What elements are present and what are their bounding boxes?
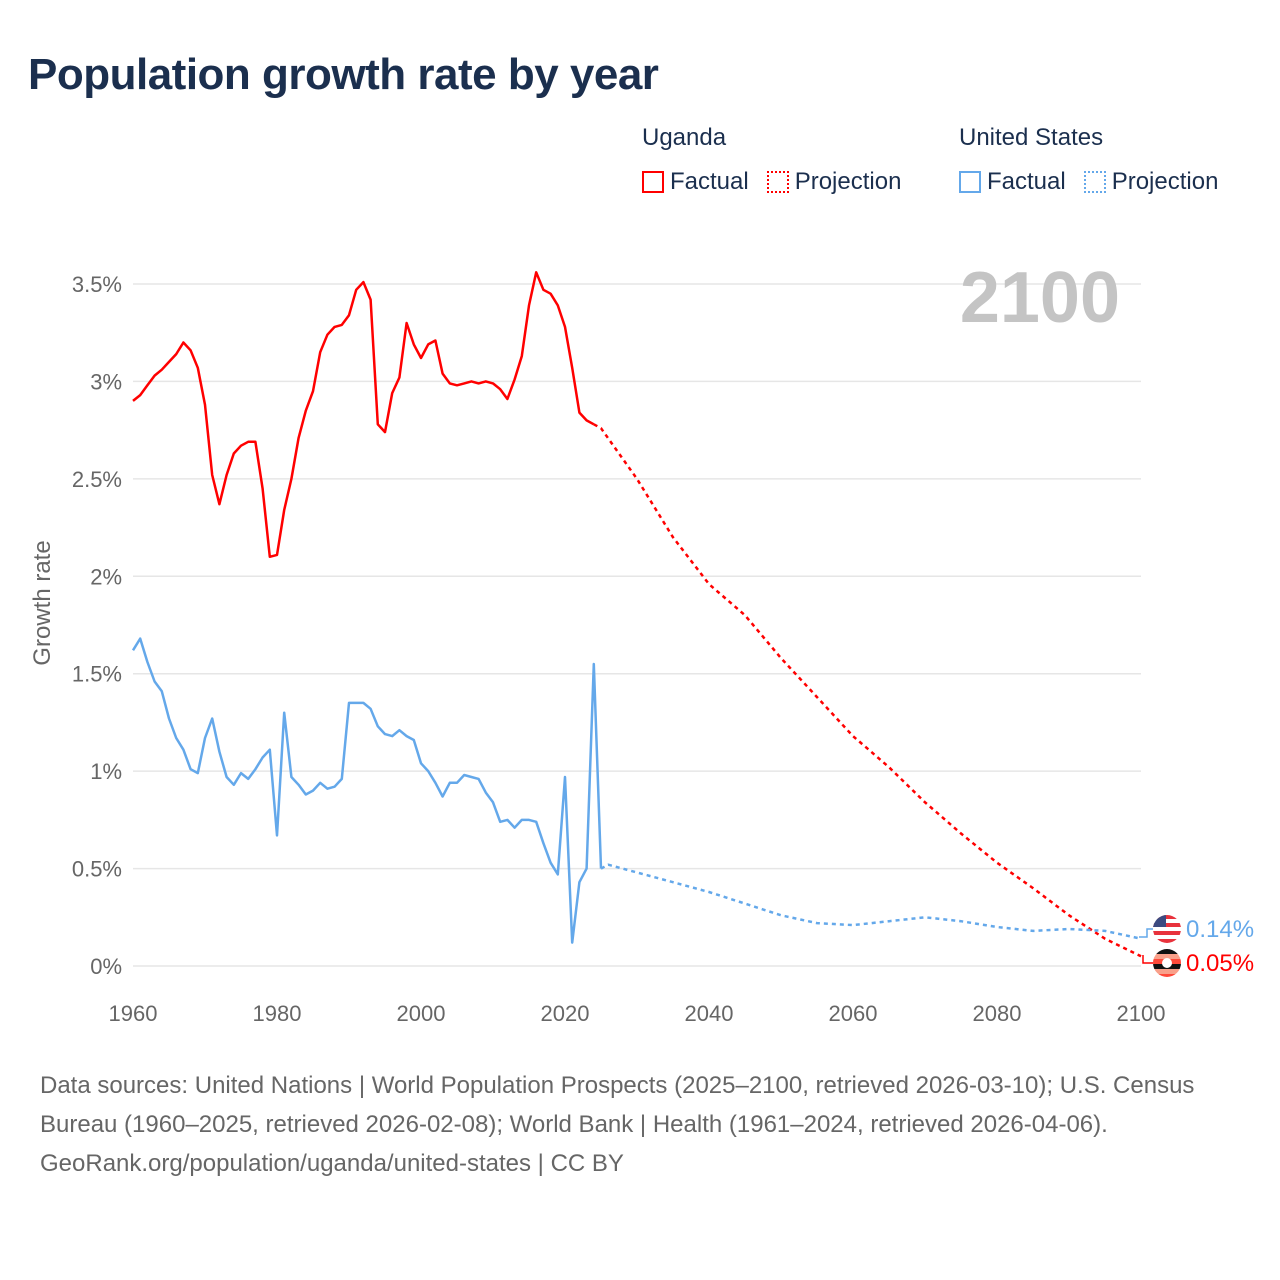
y-tick-label: 1% (90, 759, 122, 784)
series-line-uganda-projection (593, 423, 1142, 958)
legend-swatch (959, 171, 981, 193)
legend-label: Factual (670, 168, 749, 195)
legend-united-states: United States Factual Projection (959, 124, 1218, 196)
legend-group-label: United States (959, 124, 1104, 151)
legend-uganda: Uganda Factual Projection (642, 124, 901, 196)
legend-label: Projection (794, 168, 902, 195)
us-end-label: 0.14% (1186, 916, 1254, 943)
us-flag-icon (1153, 915, 1181, 943)
line-chart: 0% 0.5% 1% 1.5% 2% 2.5% 3% 3.5% 1960 1980 2000 2020… (29, 258, 1254, 1026)
y-tick-label: 3.5% (72, 272, 122, 297)
legend-us-factual[interactable]: Factual (959, 168, 1066, 196)
y-axis-label: Growth rate (29, 540, 56, 665)
y-tick-label: 1.5% (72, 662, 122, 687)
us-connector (1139, 928, 1153, 938)
footer: Data sources: United Nations | World Pop… (40, 1066, 1240, 1183)
x-tick-label: 2080 (973, 1001, 1022, 1026)
legend-uganda-factual[interactable]: Factual (642, 168, 749, 196)
uganda-end-label: 0.05% (1186, 950, 1254, 977)
x-tick-label: 2040 (685, 1001, 734, 1026)
y-tick-label: 3% (90, 369, 122, 394)
chart-title: Population growth rate by year (28, 50, 659, 99)
x-tick-label: 1980 (253, 1001, 302, 1026)
series-line-united-states-projection (600, 863, 1142, 940)
legend-swatch (766, 171, 789, 193)
y-tick-label: 2.5% (72, 467, 122, 492)
uganda-connector (1142, 955, 1153, 964)
legend-us-projection[interactable]: Projection (1083, 168, 1219, 196)
x-tick-label: 2100 (1117, 1001, 1166, 1026)
legend-swatch (1083, 171, 1106, 193)
data-sources: Data sources: United Nations | World Pop… (40, 1072, 1195, 1138)
year-watermark: 2100 (960, 258, 1120, 338)
y-tick-label: 0% (90, 954, 122, 979)
x-tick-label: 2020 (541, 1001, 590, 1026)
series-line-uganda-factual (132, 271, 595, 559)
x-tick-label: 1960 (109, 1001, 158, 1026)
y-tick-label: 2% (90, 564, 122, 589)
legend-group-label: Uganda (642, 124, 727, 151)
legend-label: Factual (987, 168, 1066, 195)
credit-link[interactable]: GeoRank.org/population/uganda/united-sta… (40, 1150, 624, 1177)
x-tick-label: 2060 (829, 1001, 878, 1026)
legend-swatch (642, 171, 664, 193)
x-tick-label: 2000 (397, 1001, 446, 1026)
uganda-flag-icon (1153, 949, 1181, 977)
y-tick-label: 0.5% (72, 857, 122, 882)
legend-label: Projection (1111, 168, 1219, 195)
legend-uganda-projection[interactable]: Projection (766, 168, 902, 196)
series-line-united-states-factual (131, 637, 603, 944)
